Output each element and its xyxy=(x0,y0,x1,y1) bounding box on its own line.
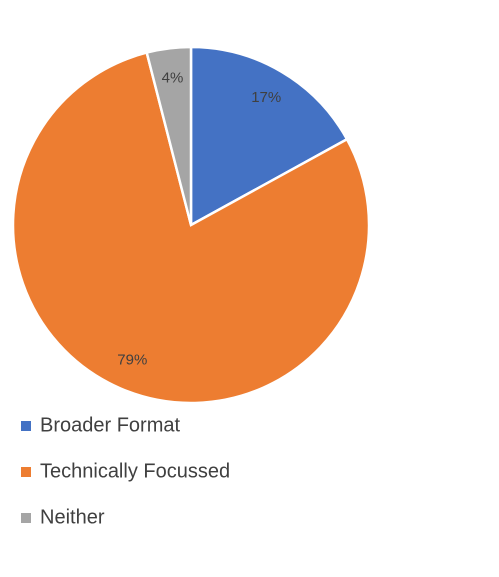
pie-slice xyxy=(145,45,193,226)
legend-label: Technically Focussed xyxy=(40,460,230,482)
legend-label: Broader Format xyxy=(40,414,180,436)
pie-slice xyxy=(189,45,349,228)
data-label: 4% xyxy=(162,69,184,86)
legend-swatch xyxy=(21,513,31,523)
legend-swatch xyxy=(21,467,31,477)
data-label: 79% xyxy=(117,352,147,369)
legend-label: Neither xyxy=(40,506,105,528)
data-label: 17% xyxy=(251,89,281,106)
legend-swatch xyxy=(21,421,31,431)
pie-slice xyxy=(11,51,371,405)
